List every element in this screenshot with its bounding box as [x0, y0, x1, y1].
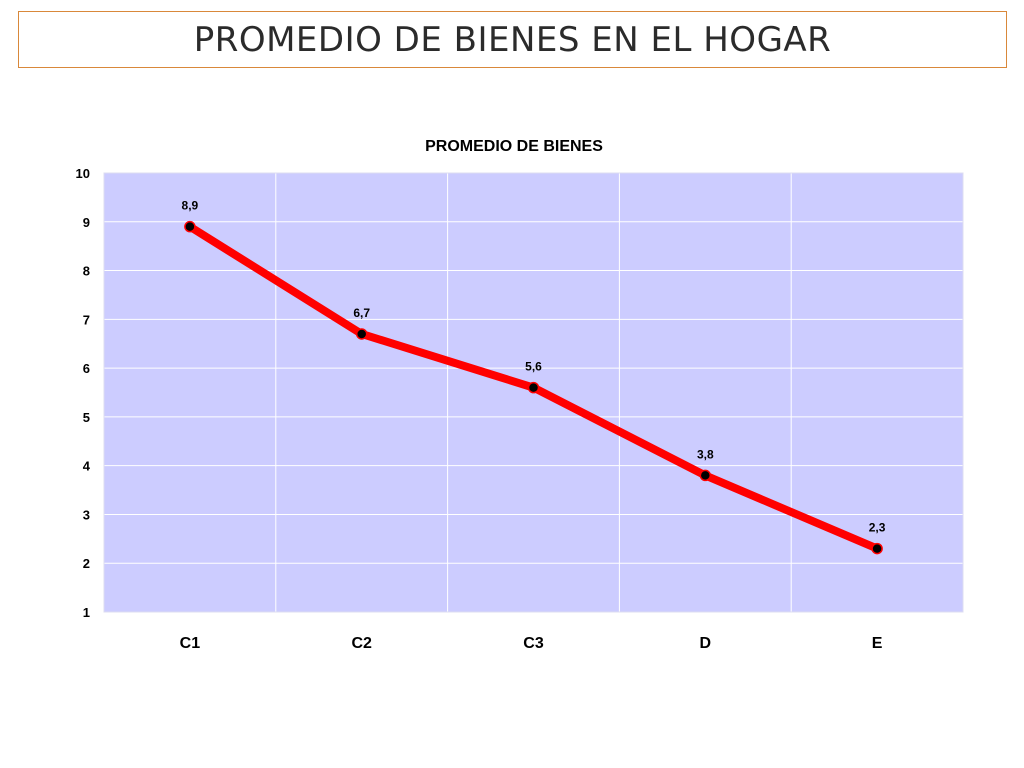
x-tick-label: C2 [351, 635, 372, 652]
plot-border [103, 172, 964, 613]
data-point [871, 542, 883, 555]
data-point [527, 381, 540, 394]
data-point [184, 220, 196, 233]
data-label: 3,8 [697, 447, 714, 461]
data-label: 8,9 [182, 199, 199, 213]
x-tick-label: E [872, 635, 883, 652]
x-tick-label: C3 [523, 635, 544, 652]
data-point [355, 328, 368, 340]
data-label: 5,6 [525, 360, 542, 374]
data-label: 6,7 [353, 306, 370, 320]
data-label: 2,3 [869, 521, 886, 535]
y-tick-label: 10 [76, 166, 90, 181]
y-tick-label: 3 [83, 507, 90, 522]
x-tick-label: D [700, 635, 712, 652]
y-tick-label: 7 [83, 312, 90, 327]
y-tick-label: 9 [83, 215, 90, 230]
y-tick-label: 4 [83, 459, 91, 474]
slide-title-box: PROMEDIO DE BIENES EN EL HOGAR [18, 11, 1007, 68]
y-tick-label: 5 [83, 410, 90, 425]
slide-title: PROMEDIO DE BIENES EN EL HOGAR [193, 19, 832, 60]
chart-title: PROMEDIO DE BIENES [425, 138, 603, 155]
y-tick-label: 8 [83, 264, 90, 279]
y-tick-label: 6 [83, 361, 90, 376]
data-point [699, 469, 712, 482]
x-tick-label: C1 [180, 635, 201, 652]
y-tick-label: 1 [83, 605, 90, 620]
y-tick-label: 2 [83, 556, 90, 571]
